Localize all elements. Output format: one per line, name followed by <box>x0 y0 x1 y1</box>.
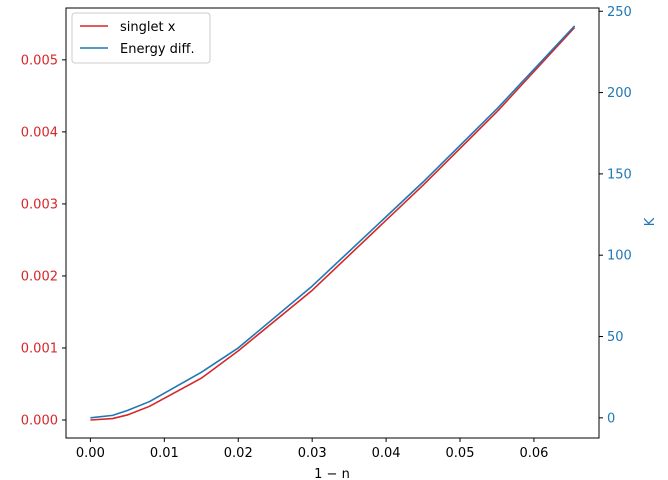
x-tick-label: 0.06 <box>519 446 548 461</box>
x-axis-label-text: 1 − n <box>314 467 350 480</box>
left-tick-label: 0.000 <box>21 413 58 428</box>
right-tick-label: 150 <box>607 167 632 182</box>
right-tick-label: 100 <box>607 249 632 264</box>
x-tick-label: 0.00 <box>76 446 105 461</box>
left-axis-ticks: 0.000 0.001 0.002 0.003 0.004 0.005 <box>21 53 66 428</box>
x-tick-label: 0.05 <box>446 446 475 461</box>
left-tick-label: 0.004 <box>21 125 58 140</box>
left-tick-label: 0.001 <box>21 341 58 356</box>
legend-entry-singlet: singlet x <box>120 20 176 35</box>
right-tick-label: 0 <box>607 411 615 426</box>
legend: singlet x Energy diff. <box>71 12 211 64</box>
x-tick-label: 0.01 <box>150 446 179 461</box>
right-axis-label: K <box>643 217 658 226</box>
series-layer <box>90 25 576 421</box>
x-axis-label: 1 − n <box>314 467 350 480</box>
x-tick-label: 0.02 <box>224 446 253 461</box>
series-line-energy-diff <box>90 25 576 419</box>
left-tick-label: 0.005 <box>21 53 58 68</box>
x-tick-label: 0.03 <box>298 446 327 461</box>
left-tick-label: 0.003 <box>21 197 58 212</box>
left-tick-label: 0.002 <box>21 269 58 284</box>
right-tick-label: 200 <box>607 86 632 101</box>
right-tick-label: 250 <box>607 5 632 20</box>
series-line-singlet-x <box>90 26 576 421</box>
x-axis-ticks: 0.00 0.01 0.02 0.03 0.04 0.05 0.06 <box>76 438 548 461</box>
x-tick-label: 0.04 <box>372 446 401 461</box>
right-tick-label: 50 <box>607 330 624 345</box>
legend-entry-energy: Energy diff. <box>120 42 195 57</box>
plot-frame <box>65 7 600 439</box>
right-axis-ticks: 0 50 100 150 200 250 <box>599 5 632 426</box>
